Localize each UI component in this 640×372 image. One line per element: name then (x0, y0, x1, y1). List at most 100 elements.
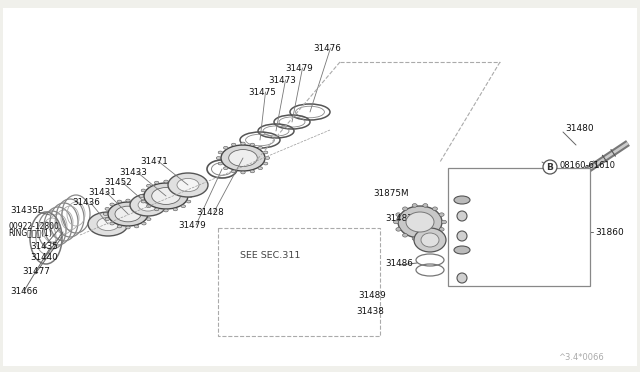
Ellipse shape (168, 173, 208, 197)
Ellipse shape (223, 167, 228, 170)
Ellipse shape (173, 208, 177, 211)
Text: 31433: 31433 (119, 167, 147, 176)
Ellipse shape (141, 189, 145, 192)
Circle shape (543, 160, 557, 174)
Ellipse shape (103, 213, 108, 215)
Text: 31862: 31862 (501, 246, 529, 254)
Ellipse shape (141, 200, 145, 203)
Ellipse shape (264, 151, 268, 154)
Ellipse shape (117, 225, 122, 228)
Ellipse shape (154, 181, 159, 184)
Ellipse shape (141, 203, 146, 206)
Ellipse shape (173, 181, 177, 184)
Ellipse shape (164, 180, 168, 183)
Text: 31428: 31428 (196, 208, 224, 217)
Text: 00922-12800: 00922-12800 (8, 221, 59, 231)
Text: 31487: 31487 (385, 214, 413, 222)
Ellipse shape (442, 220, 447, 224)
Bar (218, 228, 380, 336)
Ellipse shape (394, 220, 399, 224)
Ellipse shape (147, 205, 151, 208)
Ellipse shape (223, 146, 228, 149)
Text: 31875M: 31875M (373, 189, 408, 198)
Ellipse shape (216, 157, 221, 159)
Text: 31872: 31872 (501, 180, 529, 189)
Ellipse shape (403, 234, 408, 237)
Text: 31864: 31864 (501, 231, 529, 241)
Ellipse shape (105, 218, 109, 221)
Text: 31860: 31860 (595, 228, 624, 237)
Ellipse shape (140, 195, 144, 198)
Ellipse shape (134, 225, 139, 228)
Ellipse shape (241, 142, 245, 145)
Ellipse shape (126, 199, 130, 202)
Ellipse shape (186, 189, 191, 192)
Text: 31863: 31863 (501, 260, 529, 269)
Ellipse shape (181, 205, 186, 208)
Text: 31466: 31466 (10, 286, 38, 295)
Text: 31479: 31479 (178, 221, 205, 230)
Ellipse shape (188, 195, 193, 198)
Ellipse shape (250, 170, 255, 173)
Text: 31864: 31864 (501, 273, 529, 282)
Ellipse shape (164, 209, 168, 212)
Text: 31438: 31438 (356, 308, 384, 317)
Ellipse shape (414, 228, 446, 252)
Ellipse shape (134, 200, 139, 203)
Ellipse shape (105, 208, 109, 210)
Ellipse shape (228, 150, 257, 166)
Text: 31440: 31440 (30, 253, 58, 263)
Text: 31471: 31471 (140, 157, 168, 166)
Ellipse shape (138, 199, 158, 211)
Ellipse shape (412, 203, 417, 207)
Text: 31479: 31479 (285, 64, 313, 73)
Text: 31435: 31435 (30, 241, 58, 250)
Ellipse shape (148, 213, 153, 215)
Ellipse shape (398, 206, 442, 238)
Ellipse shape (433, 234, 438, 237)
Ellipse shape (186, 200, 191, 203)
Text: 31486: 31486 (385, 260, 413, 269)
Ellipse shape (141, 222, 146, 225)
Ellipse shape (250, 143, 255, 146)
Ellipse shape (396, 213, 401, 217)
Ellipse shape (147, 218, 151, 221)
Text: RINGリング(1): RINGリング(1) (8, 228, 52, 237)
Ellipse shape (403, 207, 408, 211)
Ellipse shape (218, 151, 223, 154)
Ellipse shape (232, 170, 236, 173)
Text: 31489: 31489 (358, 291, 386, 299)
Ellipse shape (126, 226, 130, 229)
Text: ^3.4*0066: ^3.4*0066 (558, 353, 604, 362)
Ellipse shape (433, 207, 438, 211)
Ellipse shape (108, 202, 148, 226)
Text: B: B (547, 163, 554, 171)
Text: 31864: 31864 (501, 212, 529, 221)
Ellipse shape (421, 233, 439, 247)
Ellipse shape (154, 208, 159, 211)
Ellipse shape (439, 213, 444, 217)
Ellipse shape (241, 171, 245, 174)
Ellipse shape (147, 185, 151, 187)
Ellipse shape (110, 222, 115, 225)
Text: 08160-61610: 08160-61610 (560, 160, 616, 170)
Ellipse shape (110, 203, 115, 206)
Text: 31431: 31431 (88, 187, 116, 196)
Text: 31480: 31480 (565, 124, 594, 132)
Text: 31452: 31452 (104, 177, 132, 186)
Ellipse shape (97, 217, 119, 231)
Ellipse shape (423, 237, 428, 240)
Text: 31435P: 31435P (10, 205, 43, 215)
Ellipse shape (454, 246, 470, 254)
Text: SEE SEC.311: SEE SEC.311 (240, 250, 300, 260)
Ellipse shape (439, 228, 444, 231)
Ellipse shape (258, 167, 262, 170)
Ellipse shape (457, 273, 467, 283)
Ellipse shape (152, 187, 180, 205)
Ellipse shape (115, 206, 141, 222)
Ellipse shape (266, 157, 269, 159)
Text: 31477: 31477 (22, 267, 50, 276)
Text: 31475: 31475 (248, 87, 276, 96)
Ellipse shape (130, 194, 166, 216)
Ellipse shape (457, 231, 467, 241)
